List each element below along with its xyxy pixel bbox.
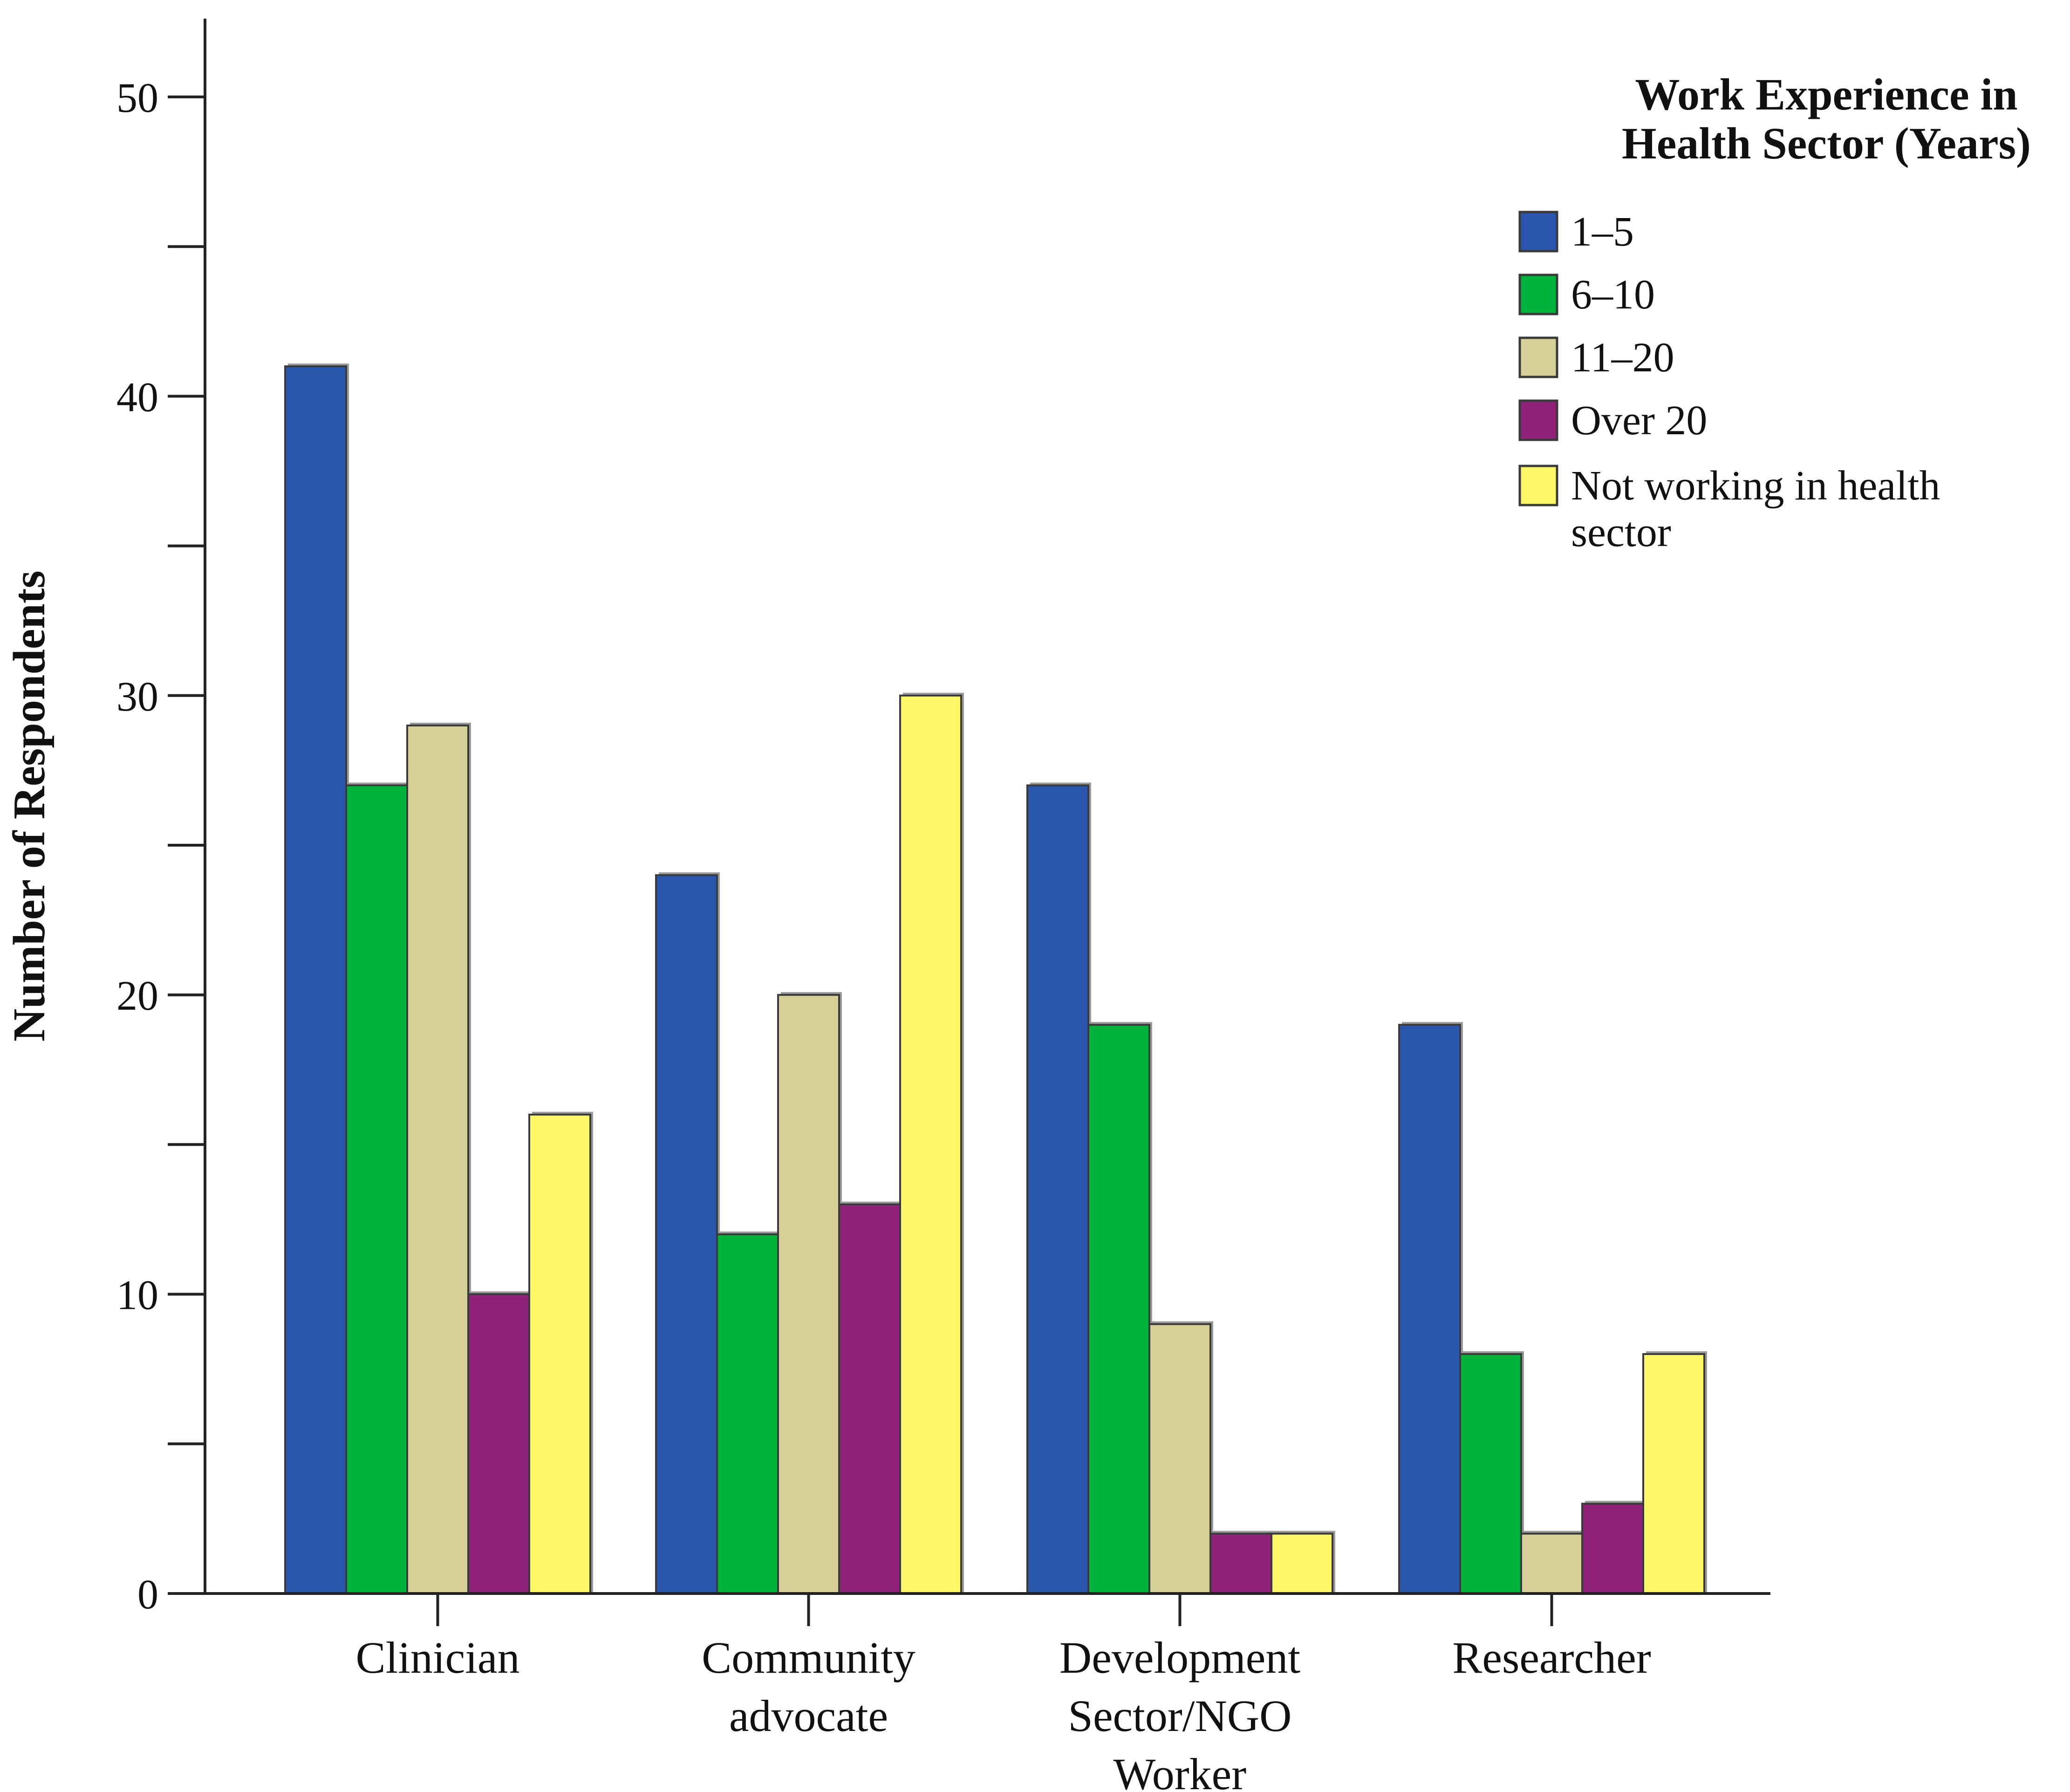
x-category-label: Clinician (356, 1633, 520, 1683)
bar (777, 994, 840, 1594)
y-tick-label: 50 (116, 75, 158, 121)
bar (1209, 1532, 1272, 1595)
bar (1087, 1024, 1150, 1594)
legend-label: Not working in health (1571, 463, 1940, 509)
bar (1148, 1323, 1211, 1595)
bar (655, 874, 718, 1594)
x-category-label: advocate (729, 1691, 888, 1741)
bar (467, 1293, 530, 1595)
bar (1026, 784, 1089, 1594)
y-tick-label: 30 (116, 674, 158, 720)
legend-swatch (1518, 336, 1558, 378)
y-tick-label: 40 (116, 374, 158, 420)
bar (406, 725, 469, 1594)
legend-swatch (1518, 465, 1558, 506)
legend-swatch (1518, 274, 1558, 315)
bar (899, 694, 962, 1594)
legend-label: Over 20 (1571, 397, 1707, 444)
bars-layer (284, 363, 1707, 1595)
x-category-label: Sector/NGO (1068, 1691, 1292, 1741)
legend-swatch (1518, 399, 1558, 441)
x-category-label: Development (1059, 1633, 1301, 1683)
bar (716, 1233, 779, 1595)
y-tick-label: 0 (137, 1572, 158, 1618)
legend-label: sector (1571, 509, 1671, 555)
axes-layer (204, 19, 1770, 1595)
legend-label: 6–10 (1571, 272, 1655, 318)
bar (1459, 1353, 1522, 1595)
y-tick-label: 20 (116, 973, 158, 1019)
bar (345, 784, 408, 1594)
legend-label: 1–5 (1571, 209, 1634, 255)
y-tick-label: 10 (116, 1272, 158, 1319)
bar (528, 1114, 591, 1594)
x-category-labels: Clinician Community advocate Development Sec… (356, 1594, 1651, 1792)
bar (1581, 1503, 1644, 1595)
legend-label: 11–20 (1571, 335, 1674, 381)
bar (1642, 1353, 1705, 1595)
y-axis-title: Number of Respondents (4, 571, 55, 1042)
bar (284, 365, 347, 1595)
bar (1271, 1532, 1333, 1595)
legend-title: Health Sector (Years) (1622, 118, 2031, 168)
bar (1398, 1024, 1461, 1594)
y-ticks: 0 10 20 30 40 50 (116, 75, 205, 1618)
bar (1520, 1532, 1583, 1595)
x-category-label: Community (702, 1633, 915, 1683)
x-category-label: Worker (1114, 1749, 1247, 1792)
legend-swatch (1518, 211, 1558, 253)
bar (838, 1203, 901, 1594)
x-category-label: Researcher (1452, 1633, 1651, 1683)
legend-title: Work Experience in (1635, 69, 2017, 119)
